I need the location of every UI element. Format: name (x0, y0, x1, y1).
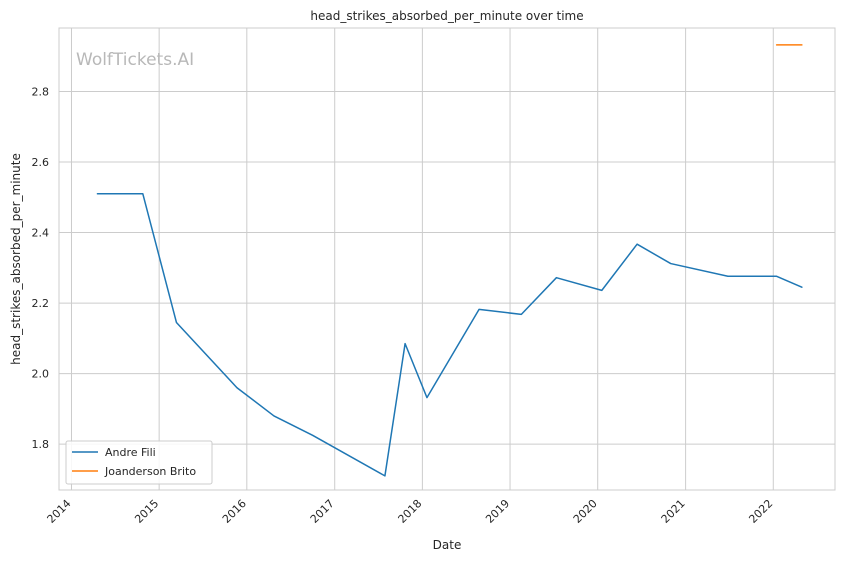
y-tick-label: 2.6 (32, 156, 50, 169)
x-tick-label: 2014 (45, 497, 74, 526)
x-tick-label: 2015 (132, 497, 161, 526)
legend-label-andre-fili: Andre Fili (105, 446, 156, 459)
x-tick-label: 2022 (746, 497, 775, 526)
x-gridlines (70, 28, 774, 490)
chart-title: head_strikes_absorbed_per_minute over ti… (310, 9, 583, 23)
x-tick-label: 2021 (659, 497, 688, 526)
y-tick-label: 1.8 (32, 438, 50, 451)
y-tick-label: 2.4 (32, 227, 50, 240)
plot-frame (58, 27, 836, 491)
legend: Andre Fili Joanderson Brito (65, 440, 213, 485)
legend-label-joanderson-brito: Joanderson Brito (104, 465, 196, 478)
y-tick-labels: 1.8 2.0 2.2 2.4 2.6 2.8 (32, 85, 50, 451)
series-line-andre-fili (96, 193, 803, 477)
plot-background (59, 28, 835, 490)
legend-box (65, 440, 213, 485)
x-tick-label: 2019 (483, 497, 512, 526)
series-lines (96, 44, 803, 477)
x-tick-label: 2018 (396, 497, 425, 526)
x-tick-label: 2017 (308, 497, 337, 526)
x-tick-label: 2020 (571, 497, 600, 526)
y-axis-title: head_strikes_absorbed_per_minute (9, 153, 23, 365)
y-tick-label: 2.8 (32, 85, 50, 98)
y-tick-label: 2.2 (32, 297, 50, 310)
x-axis-title: Date (433, 538, 462, 552)
x-tick-labels: 2014 2015 2016 2017 2018 2019 2020 2021 2022 (45, 497, 776, 526)
y-gridlines (59, 90, 835, 445)
x-tick-label: 2016 (220, 497, 249, 526)
watermark-text: WolfTickets.AI (76, 50, 194, 70)
y-tick-label: 2.0 (32, 368, 50, 381)
